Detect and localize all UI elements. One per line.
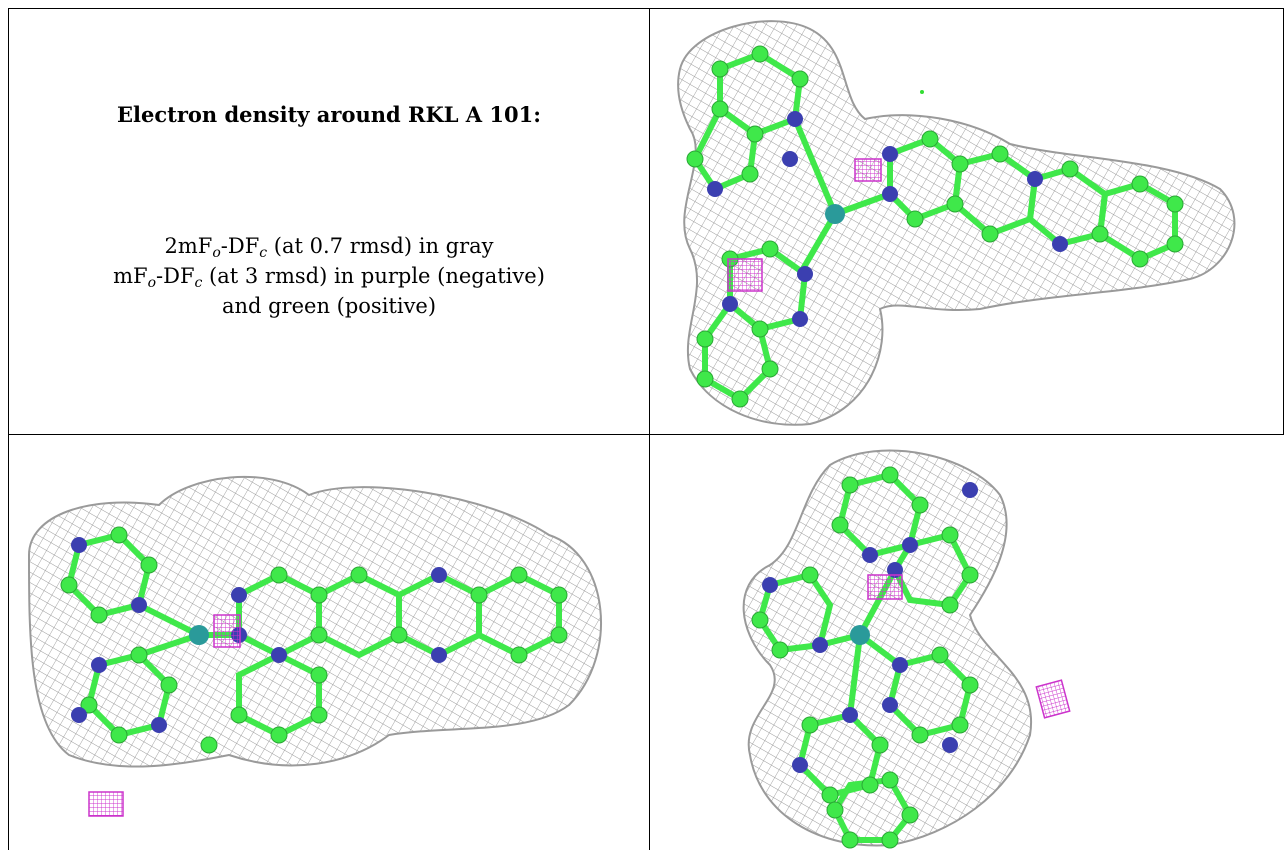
table-border-middle [649,8,650,850]
table-border-row [8,434,1284,435]
molecule-view-top-right [650,9,1283,434]
molecule-view-bottom-right [650,435,1284,850]
caption-line-2fo-dfc: 2mFo-DFc (at 0.7 rmsd) in gray [164,234,494,261]
caption-cell: Electron density around RKL A 101: 2mFo-… [9,9,649,434]
caption-line-3: and green (positive) [221,294,437,318]
figure-table: Electron density around RKL A 101: 2mFo-… [8,8,1284,850]
molecule-density-view-icon [27,475,603,817]
caption-title: Electron density around RKL A 101: [117,102,541,127]
table-border-left [8,8,9,850]
caption-line-fo-dfc: mFo-DFc (at 3 rmsd) in purple (negative) [113,264,545,291]
molecule-density-view-icon [677,20,1236,426]
molecule-view-bottom-left [9,435,649,850]
table-border-top [8,8,1284,9]
molecule-density-view-icon [742,449,1071,849]
caption-body: 2mFo-DFc (at 0.7 rmsd) in gray mFo-DFc (… [9,231,649,321]
